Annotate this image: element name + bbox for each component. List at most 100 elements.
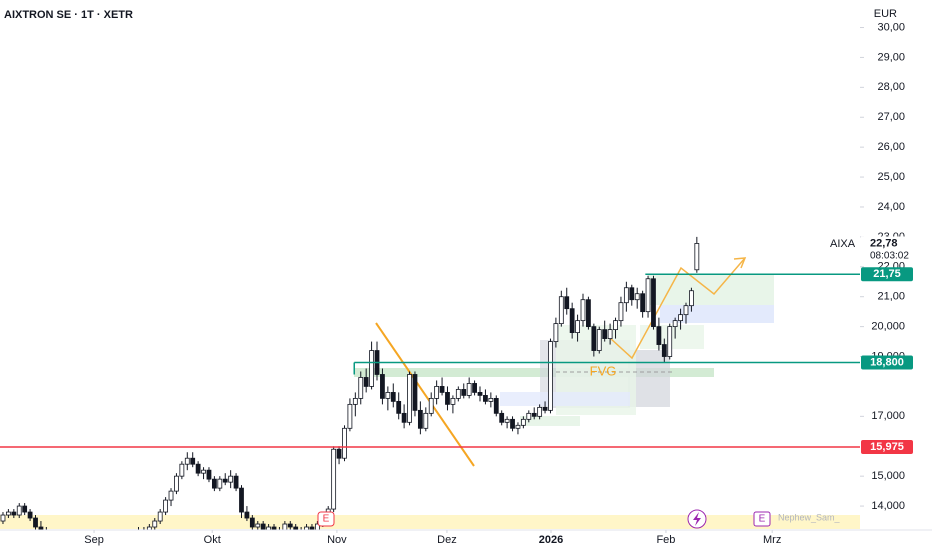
y-tick-label: 17,000 <box>871 410 905 422</box>
candle-body <box>515 424 521 429</box>
axes: 30,0029,0028,0027,0026,0025,0024,0023,00… <box>0 21 932 546</box>
candle-body <box>260 523 266 530</box>
candle-body <box>174 475 179 492</box>
last-price-badge <box>861 236 911 251</box>
projection-arrow <box>733 257 747 269</box>
candle-body <box>618 302 624 322</box>
candle-body <box>428 397 434 414</box>
candle-body <box>423 412 429 429</box>
candle-body <box>293 526 299 530</box>
candle-body <box>488 397 494 402</box>
y-tick-label: 25,00 <box>877 171 905 183</box>
candle-body <box>477 392 483 396</box>
zone <box>520 416 580 426</box>
candle-body <box>77 539 81 545</box>
support-zone <box>0 515 860 529</box>
candle-body <box>55 533 59 539</box>
level-badge <box>861 355 913 370</box>
y-tick-label: 15,000 <box>871 470 905 482</box>
x-tick-label: 2026 <box>539 534 563 546</box>
candle-body <box>694 243 700 271</box>
candle-body <box>352 397 358 405</box>
trend-line <box>375 322 475 467</box>
candle-body <box>239 487 244 513</box>
candle-body <box>347 403 353 429</box>
candle-body <box>591 326 597 351</box>
y-tick-label: 14,000 <box>871 500 905 512</box>
candle-body <box>363 377 369 387</box>
candle-body <box>689 290 694 307</box>
candle-body <box>667 326 673 357</box>
countdown: 08:03:02 <box>870 251 909 262</box>
candle-body <box>537 406 543 417</box>
candle-body <box>211 478 217 489</box>
zone <box>500 392 630 406</box>
earnings-marker: E <box>323 514 330 525</box>
y-tick-label: 24,00 <box>877 201 905 213</box>
candle-body <box>109 536 113 542</box>
candle-body <box>472 383 477 393</box>
candle-body <box>439 386 445 393</box>
y-tick-label: 27,00 <box>877 111 905 123</box>
candle-body <box>623 287 629 304</box>
candle-body <box>249 517 255 528</box>
candle-body <box>163 499 169 513</box>
candle-body <box>38 526 44 530</box>
zone <box>660 305 774 323</box>
chart-title: AIXTRON SE · 1T · XETR <box>4 9 133 21</box>
candle-body <box>417 409 423 429</box>
candle-body <box>136 529 141 530</box>
x-tick-label: Mrz <box>763 534 781 546</box>
zone <box>648 275 774 305</box>
earnings-badge[interactable] <box>317 511 335 527</box>
currency: EUR <box>874 8 897 20</box>
candle-body <box>33 517 38 528</box>
zone-label: FVG <box>590 363 617 378</box>
candle-body <box>580 299 586 322</box>
candle-body <box>11 511 17 516</box>
earnings-badge[interactable] <box>753 511 771 527</box>
candle-body <box>510 418 515 429</box>
candle-body <box>493 397 499 414</box>
candle-body <box>564 296 570 310</box>
candle-body <box>553 323 559 342</box>
candle-body <box>483 395 488 402</box>
candle-body <box>613 320 618 331</box>
candle-body <box>558 296 564 325</box>
candle-body <box>412 374 418 411</box>
candle-body <box>407 374 412 423</box>
candle-body <box>157 511 163 522</box>
candle-body <box>104 539 108 542</box>
projection <box>609 257 746 360</box>
candle-body <box>602 329 608 339</box>
candle-body <box>190 457 196 465</box>
drawings <box>0 257 860 529</box>
x-tick-label: Feb <box>656 534 675 546</box>
candle-body <box>195 463 201 474</box>
x-tick-label: Dez <box>437 534 457 546</box>
candle-body <box>401 412 407 423</box>
candle-body <box>43 529 49 530</box>
last-price-label: 22,78 <box>870 237 898 249</box>
candle-body <box>244 511 250 519</box>
candle-body <box>131 533 135 536</box>
candle-body <box>66 536 70 542</box>
y-tick-label: 28,00 <box>877 81 905 93</box>
candle-body <box>450 397 456 405</box>
candle-body <box>233 475 239 489</box>
candle-body <box>309 526 315 530</box>
candle-body <box>607 329 613 339</box>
level-badge <box>861 440 913 455</box>
level-label: 21,75 <box>873 268 901 280</box>
candle-body <box>434 386 440 399</box>
candle-body <box>0 514 6 522</box>
candle-body <box>146 526 152 530</box>
candle-body <box>71 539 75 542</box>
level-label: 18,800 <box>870 356 904 368</box>
candle-body <box>179 463 185 477</box>
x-tick-label: Sep <box>84 534 104 546</box>
candle-body <box>27 511 33 519</box>
y-tick-label: 26,00 <box>877 141 905 153</box>
candle-body <box>282 523 288 530</box>
